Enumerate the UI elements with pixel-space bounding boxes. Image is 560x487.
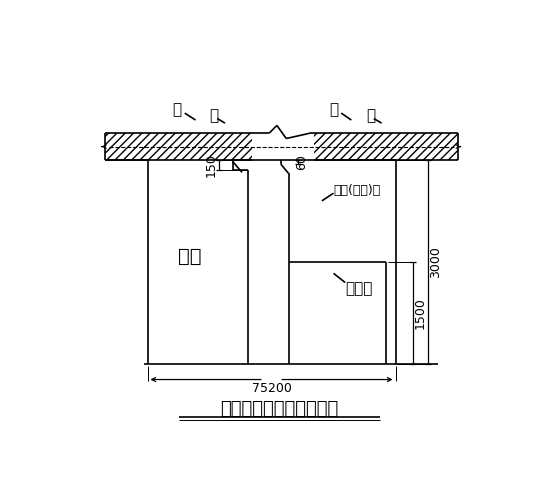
Text: 下料(振捣)口: 下料(振捣)口: [334, 185, 381, 197]
Text: 3000: 3000: [430, 246, 442, 278]
Text: 梁: 梁: [366, 108, 375, 123]
Text: 板: 板: [172, 103, 181, 117]
Text: 150: 150: [204, 153, 217, 177]
Text: 1500: 1500: [414, 297, 427, 329]
Text: 钢模板: 钢模板: [345, 281, 372, 296]
Text: 柱子: 柱子: [179, 247, 202, 266]
Text: 梁: 梁: [209, 108, 218, 123]
Bar: [314, 133, 458, 160]
Text: 60: 60: [295, 154, 308, 170]
Text: 混凝土浇筑口留设示意图: 混凝土浇筑口留设示意图: [220, 400, 338, 418]
Text: 板: 板: [329, 103, 338, 117]
Text: 75200: 75200: [251, 381, 291, 394]
Bar: [105, 133, 252, 160]
